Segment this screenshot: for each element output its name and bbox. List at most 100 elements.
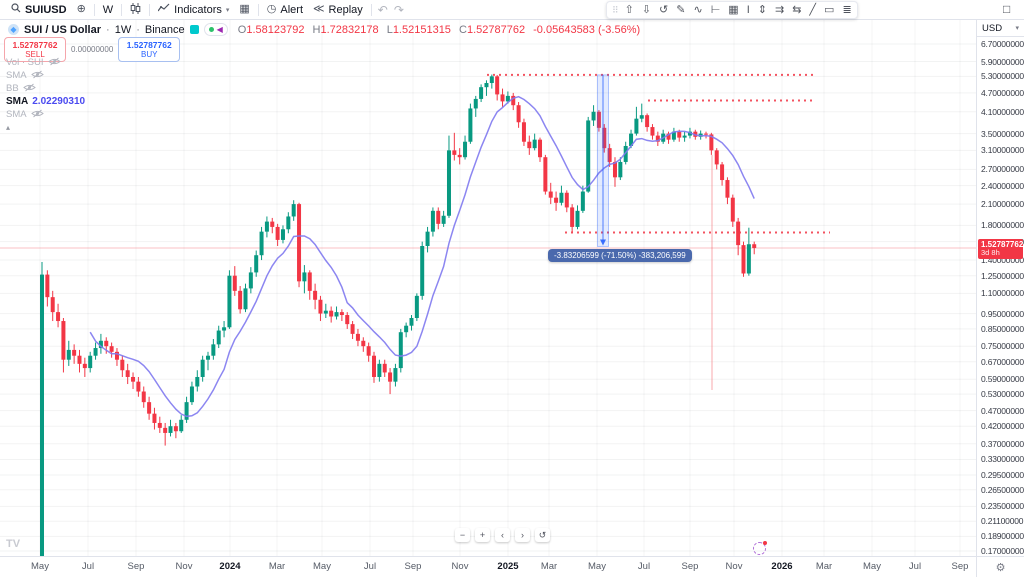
eye-off-icon[interactable] bbox=[22, 83, 36, 95]
fib-grid-tool-icon[interactable]: ▦ bbox=[728, 3, 739, 16]
time-axis-label[interactable]: Sep bbox=[951, 561, 969, 572]
indicator-row-vol-sui[interactable]: Vol · SUI bbox=[6, 56, 85, 69]
toolbar-separator bbox=[370, 3, 372, 16]
price-axis-label: 2.70000000 bbox=[981, 164, 1024, 175]
candle bbox=[554, 197, 559, 203]
time-axis-label[interactable]: Sep bbox=[681, 561, 699, 572]
candle bbox=[206, 355, 211, 360]
brush-tool-icon[interactable]: ✎ bbox=[676, 3, 686, 16]
indicator-row-sma[interactable]: SMA bbox=[6, 108, 85, 121]
sma-line[interactable] bbox=[89, 95, 755, 418]
layout-grid-button[interactable]: ▦ bbox=[239, 3, 250, 15]
candle bbox=[131, 376, 136, 382]
time-axis-label[interactable]: Nov bbox=[451, 561, 469, 572]
reset-view-button[interactable]: ↺ bbox=[535, 528, 550, 542]
price-axis-label: 0.33000000 bbox=[981, 454, 1024, 465]
time-axis-label[interactable]: Mar bbox=[268, 561, 286, 572]
indicator-row-bb[interactable]: BB bbox=[6, 82, 85, 95]
compare-add-button[interactable]: ⊕ bbox=[76, 3, 86, 15]
eye-off-icon[interactable] bbox=[30, 109, 44, 121]
redo-button[interactable]: ↷ bbox=[393, 2, 404, 17]
candle bbox=[548, 191, 553, 198]
candle bbox=[580, 191, 585, 211]
date-range-tool-icon[interactable]: ⊢ bbox=[710, 3, 721, 16]
time-axis-label[interactable]: May bbox=[31, 561, 49, 572]
time-axis-label[interactable]: May bbox=[863, 561, 881, 572]
legend-interval[interactable]: 1W bbox=[114, 23, 132, 36]
symbol-title[interactable]: SUI / US Dollar bbox=[24, 23, 102, 36]
chart-style-button[interactable] bbox=[125, 1, 146, 19]
candle bbox=[570, 207, 575, 227]
price-range-tool-icon[interactable]: ⇕ bbox=[757, 3, 767, 16]
interval-button[interactable]: W bbox=[98, 1, 118, 19]
legend-exchange[interactable]: Binance bbox=[144, 23, 185, 36]
axis-settings-corner[interactable]: ⚙ bbox=[976, 557, 1024, 577]
time-axis[interactable]: May Jul Sep Nov 2024 Mar May Jul Sep Nov 2025 Mar Ma… bbox=[0, 556, 1024, 577]
curve-tool-icon[interactable]: ↺ bbox=[659, 3, 669, 16]
candle bbox=[645, 115, 650, 128]
alert-button[interactable]: ◷ Alert bbox=[262, 1, 308, 19]
drag-handle-icon[interactable]: ⠿ bbox=[612, 4, 618, 15]
price-axis[interactable]: USD ▾ 6.70000000 5.90000000 5.30000000 4.70… bbox=[976, 20, 1024, 556]
time-axis-label[interactable]: Mar bbox=[540, 561, 558, 572]
time-axis-label[interactable]: Nov bbox=[725, 561, 743, 572]
arrow-up-tool-icon[interactable]: ⇧ bbox=[624, 3, 634, 16]
time-axis-label[interactable]: May bbox=[588, 561, 606, 572]
price-chart[interactable] bbox=[0, 20, 976, 556]
flat-channel-tool-icon[interactable]: ⇆ bbox=[792, 3, 802, 16]
magic-ai-icon[interactable] bbox=[753, 541, 767, 555]
indicators-button[interactable]: Indicators ▾ bbox=[153, 1, 234, 19]
indicator-row-sma[interactable]: SMA bbox=[6, 69, 85, 82]
alert-clock-icon: ◷ bbox=[266, 3, 277, 15]
candle bbox=[532, 139, 537, 149]
time-axis-label[interactable]: Mar bbox=[815, 561, 833, 572]
candle bbox=[136, 381, 141, 392]
buy-button[interactable]: 1.52787762 BUY bbox=[118, 37, 181, 62]
replay-button[interactable]: ≪ Replay bbox=[308, 1, 368, 19]
wave-tool-icon[interactable]: ∿ bbox=[693, 3, 703, 16]
collapse-indicators-icon[interactable]: ▴ bbox=[6, 123, 11, 132]
text-tool-icon[interactable]: I bbox=[746, 3, 750, 16]
eye-off-icon[interactable] bbox=[47, 57, 61, 69]
rectangle-tool-icon[interactable]: ▭ bbox=[824, 3, 835, 16]
candle bbox=[339, 312, 344, 316]
scroll-left-button[interactable]: ‹ bbox=[495, 528, 510, 542]
fullscreen-icon[interactable]: □ bbox=[1003, 2, 1011, 16]
sell-button[interactable]: 1.52787762 SELL bbox=[4, 37, 66, 62]
candle bbox=[382, 363, 387, 373]
zoom-out-button[interactable]: − bbox=[455, 528, 470, 542]
indicator-label: SMA bbox=[6, 109, 27, 120]
horizontal-lines-tool-icon[interactable]: ≣ bbox=[842, 3, 852, 16]
market-status-pill[interactable]: ◀ bbox=[203, 23, 228, 36]
time-axis-label[interactable]: Sep bbox=[127, 561, 145, 572]
ohlc-values: O1.58123792 H1.72832178 L1.52151315 C1.5… bbox=[237, 23, 641, 36]
trendline-tool-icon[interactable]: ╱ bbox=[809, 3, 817, 16]
undo-button[interactable]: ↶ bbox=[377, 2, 388, 17]
arrow-down-tool-icon[interactable]: ⇩ bbox=[641, 3, 652, 16]
candle bbox=[323, 310, 328, 314]
time-axis-label[interactable]: Jul bbox=[81, 561, 95, 572]
candle bbox=[286, 216, 291, 230]
time-axis-label[interactable]: Jul bbox=[363, 561, 377, 572]
symbol-search-button[interactable]: SUIUSD bbox=[6, 1, 72, 19]
eye-off-icon[interactable] bbox=[30, 70, 44, 82]
time-axis-label[interactable]: 2026 bbox=[771, 561, 793, 572]
scroll-right-button[interactable]: › bbox=[515, 528, 530, 542]
indicator-row-sma[interactable]: SMA 2.02290310 bbox=[6, 95, 85, 108]
currency-selector[interactable]: USD ▾ bbox=[977, 20, 1024, 37]
zoom-in-button[interactable]: + bbox=[475, 528, 490, 542]
time-axis-label[interactable]: Nov bbox=[175, 561, 193, 572]
candle bbox=[313, 290, 318, 300]
time-axis-label[interactable]: Jul bbox=[908, 561, 922, 572]
candle bbox=[714, 150, 719, 165]
time-axis-label[interactable]: 2025 bbox=[497, 561, 519, 572]
candle bbox=[366, 346, 371, 356]
time-axis-label[interactable]: Sep bbox=[404, 561, 422, 572]
candle bbox=[297, 204, 302, 282]
time-axis-label[interactable]: Jul bbox=[637, 561, 651, 572]
time-axis-label[interactable]: May bbox=[313, 561, 331, 572]
parallel-channel-tool-icon[interactable]: ⇉ bbox=[774, 3, 785, 16]
time-axis-label[interactable]: 2024 bbox=[219, 561, 241, 572]
candle bbox=[409, 317, 414, 326]
measure-arrow-icon bbox=[600, 239, 606, 246]
